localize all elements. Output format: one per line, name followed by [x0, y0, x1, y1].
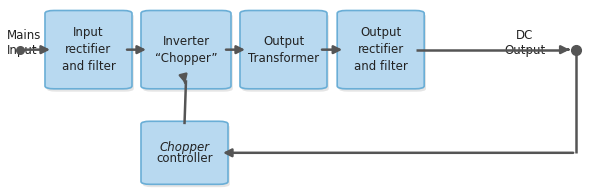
Text: Chopper: Chopper	[160, 141, 209, 154]
FancyBboxPatch shape	[143, 13, 233, 92]
FancyBboxPatch shape	[47, 13, 134, 92]
FancyBboxPatch shape	[45, 11, 132, 89]
FancyBboxPatch shape	[141, 11, 231, 89]
Text: Mains
Input: Mains Input	[7, 29, 41, 57]
Text: Input
rectifier
and filter: Input rectifier and filter	[62, 26, 115, 73]
Text: DC
Output: DC Output	[504, 29, 545, 57]
Text: controller: controller	[156, 151, 213, 165]
FancyBboxPatch shape	[240, 11, 327, 89]
FancyBboxPatch shape	[141, 121, 228, 184]
FancyBboxPatch shape	[143, 124, 230, 187]
FancyBboxPatch shape	[339, 13, 426, 92]
Text: Inverter
“Chopper”: Inverter “Chopper”	[155, 35, 217, 65]
Text: Output
Transformer: Output Transformer	[248, 35, 319, 65]
FancyBboxPatch shape	[337, 11, 424, 89]
FancyBboxPatch shape	[242, 13, 329, 92]
Text: Output
rectifier
and filter: Output rectifier and filter	[354, 26, 407, 73]
